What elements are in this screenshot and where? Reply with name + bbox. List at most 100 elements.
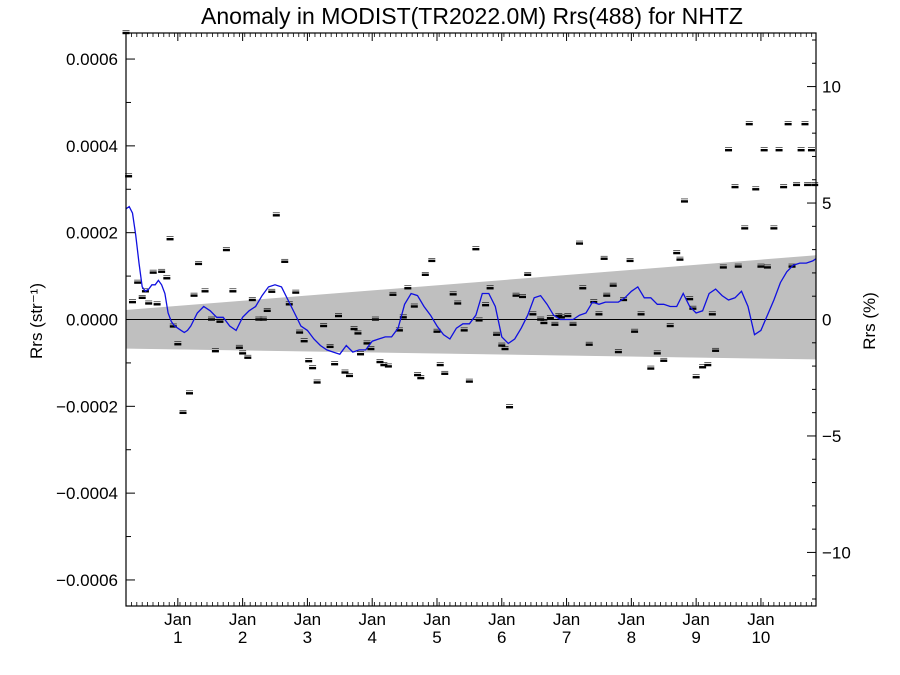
data-point [600, 255, 608, 260]
data-point [436, 362, 444, 367]
data-point [190, 292, 198, 297]
data-point-marker [414, 373, 422, 377]
x-tick-label-year: 1 [173, 628, 182, 647]
data-point-marker [524, 273, 532, 276]
data-point [734, 263, 742, 268]
data-point [519, 294, 527, 299]
data-point-marker [125, 175, 133, 178]
data-point [454, 300, 462, 305]
data-point [676, 256, 684, 261]
data-point [579, 285, 587, 290]
data-point-marker [335, 314, 343, 318]
data-point-marker [208, 318, 216, 321]
data-point [647, 365, 655, 370]
data-point [631, 328, 639, 333]
data-point [174, 341, 182, 346]
data-point [335, 313, 343, 318]
x-tick-label-year: 5 [432, 628, 441, 647]
data-point [341, 369, 349, 374]
data-point [211, 348, 219, 353]
data-point [752, 186, 760, 191]
data-point-marker [389, 293, 397, 296]
y-tick-label: 0.0000 [66, 311, 118, 330]
data-point [410, 303, 418, 308]
data-point-marker [811, 183, 819, 187]
data-point-marker [357, 353, 365, 356]
data-point-marker [680, 200, 688, 203]
data-point [537, 316, 545, 321]
data-point-marker [134, 281, 142, 284]
data-point-marker [326, 345, 334, 349]
data-point-marker [692, 376, 700, 379]
data-point-marker [475, 319, 483, 322]
data-point [272, 212, 280, 217]
data-point-marker [380, 363, 388, 367]
data-point-marker [436, 363, 444, 367]
data-point-marker [555, 314, 563, 318]
data-point-marker [179, 411, 187, 415]
y-axis-label: Rrs (str⁻¹) [27, 283, 46, 359]
data-point-marker [564, 314, 572, 318]
y2-axis-label: Rrs (%) [860, 292, 879, 350]
data-point [804, 182, 812, 187]
data-point-marker [229, 290, 237, 293]
y-tick-label: −0.0004 [56, 484, 118, 503]
data-point-marker [660, 359, 668, 362]
data-point [216, 318, 224, 323]
data-point [309, 365, 317, 370]
data-point [395, 327, 403, 332]
data-point [441, 370, 449, 375]
data-point [331, 361, 339, 366]
data-point-marker [235, 346, 243, 349]
data-point [569, 321, 577, 326]
data-point-marker [797, 149, 805, 152]
data-point-marker [195, 262, 203, 266]
data-point-marker [169, 325, 177, 328]
data-point-marker [428, 259, 436, 263]
data-point-marker [350, 327, 358, 331]
data-point-marker [763, 266, 771, 269]
data-point-marker [745, 122, 753, 126]
data-point-marker [620, 298, 628, 302]
data-point [472, 246, 480, 251]
data-point-marker [441, 372, 449, 375]
data-point [741, 225, 749, 230]
data-point [465, 378, 473, 383]
data-point-marker [166, 237, 174, 241]
data-point-marker [725, 149, 733, 152]
data-point [555, 313, 563, 318]
data-point-marker [410, 305, 418, 308]
data-point-marker [371, 318, 379, 321]
data-point-marker [465, 380, 473, 383]
data-point [134, 279, 142, 284]
data-point-marker [305, 359, 313, 363]
data-point [551, 321, 559, 326]
data-point [576, 240, 584, 245]
data-point-marker [647, 367, 655, 370]
y-tick-label: −0.0002 [56, 397, 118, 416]
data-point [153, 301, 161, 306]
y2-tick-label: 0 [822, 311, 831, 330]
x-tick-label-year: 3 [303, 628, 312, 647]
data-point-marker [384, 365, 392, 368]
data-point-marker [300, 340, 308, 343]
data-point [163, 275, 171, 280]
x-tick-label-month: Jan [618, 610, 645, 629]
data-point [145, 300, 153, 305]
data-point [208, 316, 216, 321]
data-point [449, 291, 457, 296]
data-point [363, 340, 371, 345]
x-tick-label-month: Jan [229, 610, 256, 629]
data-point [757, 263, 765, 268]
data-point-marker [673, 251, 681, 255]
data-point-marker [153, 303, 161, 306]
data-point [300, 338, 308, 343]
data-point [793, 182, 801, 187]
data-point-marker [614, 350, 622, 354]
data-point-marker [731, 185, 739, 189]
data-point [195, 261, 203, 266]
data-point-marker [793, 183, 801, 187]
data-point-marker [341, 371, 349, 374]
data-point [185, 390, 193, 395]
data-point [595, 311, 603, 316]
